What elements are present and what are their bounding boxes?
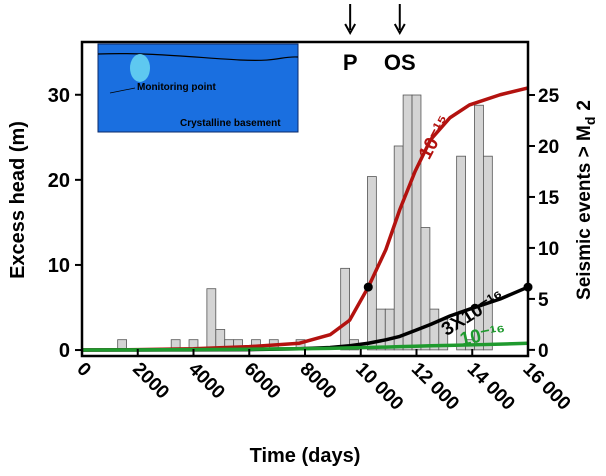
bar	[429, 308, 440, 351]
x-tick-label: 16 000	[518, 359, 574, 415]
inset-label: Monitoring point	[137, 82, 217, 93]
inset-plume	[130, 54, 150, 82]
y2-tick-label: 20	[538, 137, 559, 158]
y2-label-text: Seismic events > M	[574, 125, 595, 300]
point-marker	[363, 282, 373, 292]
bar	[411, 94, 422, 351]
y2-label-tail: 2	[574, 100, 595, 111]
x-tick-label: 6000	[240, 359, 285, 404]
inset-label: Crystalline basement	[180, 118, 281, 129]
x-tick-label: 12 000	[407, 359, 463, 415]
x-tick-label: 14 000	[463, 359, 519, 415]
x-tick-label: 8000	[295, 359, 340, 404]
bar	[384, 308, 395, 351]
y-tick-label: 20	[48, 170, 70, 192]
bar	[206, 288, 217, 351]
y-tick-label: 30	[48, 85, 70, 107]
inset-pointer	[109, 87, 136, 94]
y2-axis-label: Seismic events > Md 2	[574, 100, 598, 300]
x-tick-label: 4000	[184, 359, 229, 404]
bar	[340, 267, 350, 351]
annotation-arrowhead	[344, 23, 357, 36]
bar	[393, 145, 404, 351]
x-tick-label: 0	[72, 359, 94, 381]
y2-tick-label: 25	[538, 86, 560, 107]
y2-tick-label: 15	[538, 188, 560, 209]
y-tick-label: 0	[59, 340, 70, 362]
line-series	[81, 341, 529, 352]
bar	[367, 176, 377, 351]
x-tick-label: 2000	[128, 359, 173, 404]
bar	[420, 227, 431, 351]
y-axis-label: Excess head (m)	[7, 121, 29, 279]
inset: Monitoring point Crystalline basement	[97, 43, 299, 133]
bar	[375, 308, 386, 351]
x-tick-label: 10 000	[351, 359, 407, 415]
inset-frame	[97, 43, 299, 133]
bar	[456, 155, 466, 351]
annotation-label: OS	[384, 50, 416, 75]
y2-tick-label: 0	[538, 341, 549, 362]
y2-tick-label: 5	[538, 290, 549, 311]
annotation-arrowhead	[393, 23, 406, 36]
y2-tick-label: 10	[538, 239, 559, 260]
bar	[402, 94, 413, 351]
y-tick-label: 10	[48, 255, 70, 277]
y2-label-sub: d	[582, 117, 598, 126]
annotation-label: P	[343, 50, 358, 75]
bar	[482, 155, 493, 351]
x-axis-label: Time (days)	[250, 445, 361, 467]
inset-surface	[97, 53, 299, 61]
